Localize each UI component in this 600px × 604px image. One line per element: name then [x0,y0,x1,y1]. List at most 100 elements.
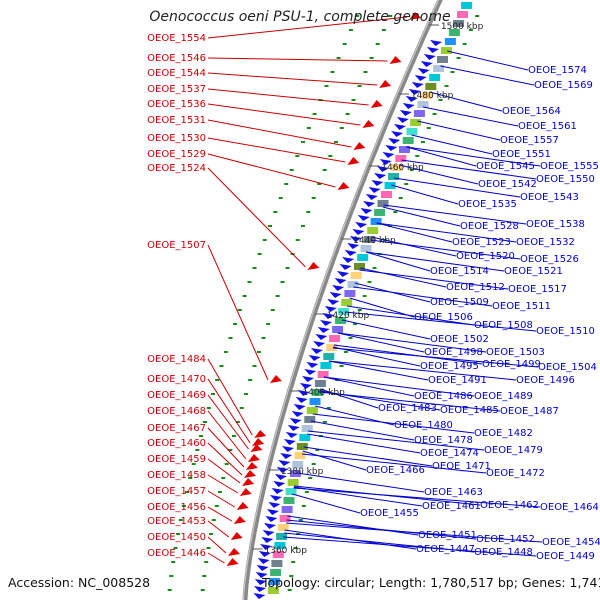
reverse-gene-label[interactable]: OEOE_1464 [540,502,599,513]
reverse-gene-label[interactable]: OEOE_1528 [460,221,519,232]
topology-label: Topology: circular; Length: 1,780,517 bp… [262,575,600,590]
reverse-gene-label[interactable]: OEOE_1498 [424,347,483,358]
forward-gene-label[interactable]: OEOE_1529 [147,149,206,160]
reverse-gene-label[interactable]: OEOE_1514 [430,266,489,277]
reverse-gene-label[interactable]: OEOE_1452 [476,534,535,545]
forward-gene-label[interactable]: OEOE_1554 [147,33,206,44]
reverse-gene-label[interactable]: OEOE_1455 [360,508,419,519]
reverse-gene-label[interactable]: OEOE_1508 [474,320,533,331]
reverse-gene-label[interactable]: OEOE_1521 [504,266,563,277]
forward-gene-label[interactable]: OEOE_1530 [147,133,206,144]
reverse-strand-feature [385,145,398,151]
forward-gene-label[interactable]: OEOE_1484 [147,354,206,365]
forward-gene-label[interactable]: OEOE_1450 [147,532,206,543]
reverse-gene-label[interactable]: OEOE_1454 [542,537,600,548]
reverse-gene-label[interactable]: OEOE_1574 [528,65,587,76]
reverse-gene-label[interactable]: OEOE_1542 [478,179,537,190]
forward-gene-label[interactable]: OEOE_1536 [147,99,206,110]
reverse-gene-label[interactable]: OEOE_1499 [482,359,541,370]
reverse-gene-label[interactable]: OEOE_1555 [540,161,599,172]
forward-gene-label[interactable]: OEOE_1469 [147,390,206,401]
feature-block [437,56,448,63]
forward-gene-label[interactable]: OEOE_1458 [147,470,206,481]
track-dot [438,99,443,101]
reverse-leader-line [319,391,501,412]
reverse-gene-label[interactable]: OEOE_1480 [394,420,453,431]
reverse-gene-label[interactable]: OEOE_1509 [430,297,489,308]
reverse-gene-label[interactable]: OEOE_1535 [458,199,517,210]
reverse-gene-label[interactable]: OEOE_1532 [516,237,575,248]
forward-gene-label[interactable]: OEOE_1546 [147,53,206,64]
reverse-gene-label[interactable]: OEOE_1550 [536,174,595,185]
forward-gene-label[interactable]: OEOE_1456 [147,502,206,513]
reverse-gene-label[interactable]: OEOE_1466 [366,465,425,476]
reverse-gene-label[interactable]: OEOE_1506 [414,312,473,323]
forward-gene-label[interactable]: OEOE_1470 [147,374,206,385]
reverse-gene-label[interactable]: OEOE_1538 [526,219,585,230]
reverse-gene-label[interactable]: OEOE_1461 [422,501,481,512]
reverse-gene-label[interactable]: OEOE_1486 [414,391,473,402]
kbp-tick-label: 1360 kbp [265,546,308,556]
reverse-gene-label[interactable]: OEOE_1551 [492,149,551,160]
reverse-gene-label[interactable]: OEOE_1471 [432,461,491,472]
reverse-gene-label[interactable]: OEOE_1569 [534,80,593,91]
forward-gene-label[interactable]: OEOE_1544 [147,68,206,79]
forward-gene-label[interactable]: OEOE_1457 [147,486,206,497]
reverse-gene-label[interactable]: OEOE_1478 [414,435,473,446]
reverse-gene-label[interactable]: OEOE_1462 [480,500,539,511]
reverse-gene-label[interactable]: OEOE_1561 [518,121,577,132]
reverse-gene-label[interactable]: OEOE_1502 [430,334,489,345]
reverse-gene-label[interactable]: OEOE_1447 [416,544,475,555]
track-dot [339,365,344,367]
reverse-gene-label[interactable]: OEOE_1479 [484,445,543,456]
reverse-gene-label[interactable]: OEOE_1503 [486,347,545,358]
forward-gene-label[interactable]: OEOE_1524 [147,163,206,174]
reverse-gene-label[interactable]: OEOE_1557 [500,135,559,146]
forward-gene-label[interactable]: OEOE_1537 [147,84,206,95]
feature-block [268,578,280,585]
reverse-gene-label[interactable]: OEOE_1543 [520,192,579,203]
reverse-gene-label[interactable]: OEOE_1463 [424,487,483,498]
reverse-gene-label[interactable]: OEOE_1520 [456,251,515,262]
reverse-gene-label[interactable]: OEOE_1472 [486,468,545,479]
reverse-gene-label[interactable]: OEOE_1511 [492,301,551,312]
track-dot [363,71,368,73]
forward-gene-label[interactable]: OEOE_1459 [147,454,206,465]
forward-leader-line [207,88,369,106]
forward-gene-label[interactable]: OEOE_1468 [147,406,206,417]
reverse-gene-label[interactable]: OEOE_1487 [500,406,559,417]
forward-gene-label[interactable]: OEOE_1453 [147,516,206,527]
reverse-gene-label[interactable]: OEOE_1496 [516,375,575,386]
reverse-gene-label[interactable]: OEOE_1485 [440,405,499,416]
reverse-gene-label[interactable]: OEOE_1489 [474,391,533,402]
feature-block [354,263,365,270]
reverse-gene-label[interactable]: OEOE_1482 [474,428,533,439]
reverse-gene-label[interactable]: OEOE_1451 [418,530,477,541]
reverse-gene-label[interactable]: OEOE_1510 [536,326,595,337]
forward-gene-label[interactable]: OEOE_1531 [147,115,206,126]
track-dot [191,463,196,465]
reverse-gene-label[interactable]: OEOE_1491 [428,375,487,386]
forward-leader-line [207,378,251,444]
reverse-gene-label[interactable]: OEOE_1449 [536,551,595,562]
forward-gene-label[interactable]: OEOE_1460 [147,438,206,449]
reverse-gene-label[interactable]: OEOE_1483 [378,403,437,414]
reverse-strand-feature [317,327,330,333]
reverse-leader-line [370,239,521,260]
forward-gene-label[interactable]: OEOE_1467 [147,423,206,434]
reverse-gene-label[interactable]: OEOE_1495 [420,361,479,372]
reverse-gene-label[interactable]: OEOE_1474 [420,448,479,459]
forward-gene-label[interactable]: OEOE_1507 [147,240,206,251]
reverse-gene-label[interactable]: OEOE_1448 [474,547,533,558]
track-dot [345,113,350,115]
reverse-strand-feature [426,47,439,53]
reverse-gene-label[interactable]: OEOE_1512 [446,282,505,293]
track-dot [285,267,290,269]
reverse-gene-label[interactable]: OEOE_1564 [502,106,561,117]
reverse-gene-label[interactable]: OEOE_1545 [476,161,535,172]
forward-gene-label[interactable]: OEOE_1446 [147,548,206,559]
reverse-gene-label[interactable]: OEOE_1523 [452,237,511,248]
reverse-gene-label[interactable]: OEOE_1526 [520,254,579,265]
reverse-gene-label[interactable]: OEOE_1504 [538,362,597,373]
reverse-gene-label[interactable]: OEOE_1517 [508,284,567,295]
